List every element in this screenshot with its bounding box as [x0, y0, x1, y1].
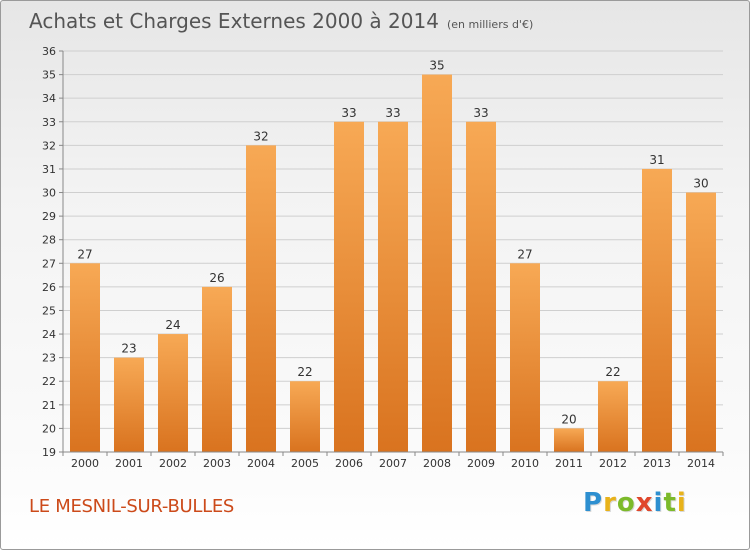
y-tick-label: 28	[42, 234, 56, 247]
y-tick-label: 32	[42, 139, 56, 152]
x-tick-label: 2007	[379, 457, 407, 470]
bar	[422, 74, 452, 453]
logo-letter: r	[603, 488, 617, 518]
bar	[334, 121, 364, 452]
bar	[686, 192, 716, 452]
bar	[642, 168, 672, 453]
y-tick-label: 21	[42, 399, 56, 412]
data-label: 22	[605, 365, 620, 379]
data-label: 31	[649, 153, 664, 167]
data-label: 22	[297, 365, 312, 379]
y-tick-label: 25	[42, 304, 56, 317]
y-tick-label: 20	[42, 422, 56, 435]
y-tick-label: 26	[42, 281, 56, 294]
y-tick-label: 35	[42, 69, 56, 82]
data-label: 27	[517, 247, 532, 261]
data-label: 30	[693, 177, 708, 191]
y-tick-label: 33	[42, 116, 56, 129]
x-tick-label: 2011	[555, 457, 583, 470]
x-tick-label: 2005	[291, 457, 319, 470]
bar	[466, 121, 496, 452]
data-label: 35	[429, 59, 444, 73]
logo-letter: i	[653, 488, 664, 518]
logo-letter: x	[635, 488, 654, 518]
y-tick-label: 30	[42, 187, 56, 200]
x-tick-label: 2006	[335, 457, 363, 470]
data-label: 33	[385, 106, 400, 120]
x-tick-label: 2014	[687, 457, 715, 470]
y-tick-label: 24	[42, 328, 56, 341]
bar	[598, 381, 628, 452]
logo-letter: o	[616, 488, 636, 518]
chart-title-text: Achats et Charges Externes 2000 à 2014	[29, 9, 439, 33]
bar	[554, 428, 584, 452]
y-tick-label: 31	[42, 163, 56, 176]
data-label: 27	[77, 247, 92, 261]
data-label: 33	[341, 106, 356, 120]
x-tick-label: 2013	[643, 457, 671, 470]
x-tick-label: 2002	[159, 457, 187, 470]
data-label: 26	[209, 271, 224, 285]
bar	[202, 286, 232, 452]
y-tick-label: 29	[42, 210, 56, 223]
bar	[290, 381, 320, 452]
town-name: LE MESNIL-SUR-BULLES	[29, 496, 235, 517]
data-label: 33	[473, 106, 488, 120]
proxiti-logo[interactable]: Proxiti	[583, 488, 687, 518]
x-tick-label: 2000	[71, 457, 99, 470]
data-label: 32	[253, 129, 268, 143]
x-tick-label: 2004	[247, 457, 275, 470]
y-tick-label: 27	[42, 257, 56, 270]
data-labels: 27 23 24 26 32 22 33 33 35 33 27 20 22 31 30	[77, 59, 708, 427]
y-tick-label: 22	[42, 375, 56, 388]
y-tick-label: 34	[42, 92, 56, 105]
x-tick-label: 2010	[511, 457, 539, 470]
logo-letter: P	[583, 488, 604, 518]
x-tick-label: 2008	[423, 457, 451, 470]
data-label: 23	[121, 342, 136, 356]
bar	[510, 263, 540, 452]
y-tick-label: 19	[42, 446, 56, 459]
bar	[114, 357, 144, 452]
logo-letter: i	[676, 488, 687, 518]
data-label: 24	[165, 318, 180, 332]
bars	[70, 74, 716, 453]
x-tick-label: 2012	[599, 457, 627, 470]
logo-letter: t	[663, 488, 677, 518]
chart-unit: (en milliers d'€)	[446, 18, 534, 31]
y-tick-label: 36	[42, 45, 56, 58]
x-tick-label: 2001	[115, 457, 143, 470]
bar	[246, 145, 276, 452]
bar	[158, 334, 188, 452]
data-label: 20	[561, 412, 576, 426]
y-tick-label: 23	[42, 352, 56, 365]
bar	[378, 121, 408, 452]
bar	[70, 263, 100, 452]
chart-title: Achats et Charges Externes 2000 à 2014 (e…	[29, 9, 533, 33]
axes: 19 20 21 22 23 24 25 26 27 28 29 30 31 32 33 34 35 36 2000…	[42, 45, 724, 470]
x-tick-label: 2003	[203, 457, 231, 470]
x-tick-label: 2009	[467, 457, 495, 470]
